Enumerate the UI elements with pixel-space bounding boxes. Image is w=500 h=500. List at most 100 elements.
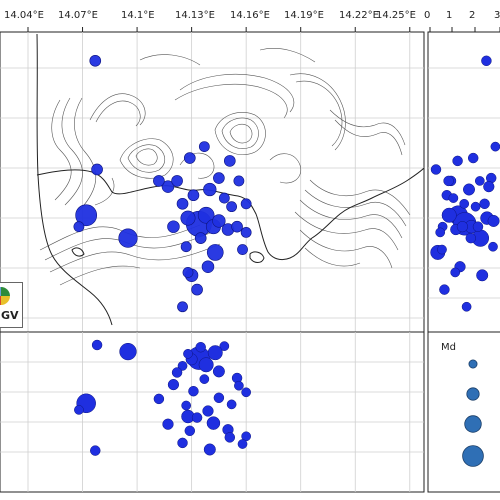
earthquake-event bbox=[118, 228, 138, 248]
legend-magnitude-circle bbox=[464, 415, 482, 433]
depth-event bbox=[490, 141, 500, 152]
depth-event bbox=[181, 400, 192, 411]
depth-event bbox=[435, 227, 446, 238]
legend-panel bbox=[427, 331, 500, 493]
depth-event bbox=[226, 399, 237, 410]
earthquake-event bbox=[75, 204, 98, 227]
depth-event bbox=[481, 55, 492, 67]
depth-event bbox=[177, 437, 188, 449]
depth-event bbox=[241, 387, 252, 398]
depth-event bbox=[450, 267, 461, 278]
legend-magnitude-circle bbox=[466, 387, 480, 401]
earthquake-event bbox=[226, 201, 238, 213]
earthquake-event bbox=[167, 220, 180, 233]
earthquake-event bbox=[212, 214, 226, 228]
earthquake-event bbox=[201, 260, 215, 273]
depth-event bbox=[452, 155, 463, 167]
contour-lines bbox=[39, 48, 411, 286]
earthquake-event bbox=[240, 198, 252, 210]
depth-event bbox=[207, 345, 223, 361]
earthquake-event bbox=[180, 210, 196, 226]
earthquake-event bbox=[194, 232, 207, 244]
depth-tick-label: 1 bbox=[446, 10, 453, 21]
lon-tick-label: 14.1°E bbox=[121, 10, 155, 21]
earthquake-event bbox=[171, 175, 183, 187]
earthquake-event bbox=[191, 283, 203, 296]
depth-event bbox=[448, 193, 459, 203]
earthquake-event bbox=[237, 244, 248, 255]
lon-tick-label: 14.22°E bbox=[339, 10, 379, 21]
lon-tick-label: 14.13°E bbox=[175, 10, 215, 21]
map-grid bbox=[0, 32, 424, 332]
depth-event bbox=[212, 365, 225, 378]
top-tick-marks bbox=[27, 27, 500, 32]
depth-event bbox=[198, 357, 214, 373]
depth-event bbox=[237, 439, 248, 449]
earthquake-event bbox=[180, 241, 192, 253]
earthquake-event bbox=[203, 182, 217, 197]
depth-tick-label: 3 bbox=[494, 10, 500, 21]
depth-event bbox=[203, 443, 216, 456]
lon-tick-label: 14.16°E bbox=[230, 10, 270, 21]
earthquake-event bbox=[182, 267, 194, 278]
depth-event bbox=[119, 342, 137, 361]
earthquake-event bbox=[231, 220, 243, 233]
earthquake-event bbox=[183, 152, 196, 164]
ingv-logo-text: GV bbox=[1, 309, 19, 322]
depth-event bbox=[467, 152, 479, 164]
earthquake-event bbox=[161, 180, 175, 193]
earthquake-event bbox=[198, 141, 210, 152]
depth-event bbox=[474, 176, 485, 186]
right-panel-events bbox=[430, 55, 500, 312]
depth-event bbox=[443, 175, 454, 187]
depth-event bbox=[171, 367, 183, 378]
earthquake-event bbox=[73, 221, 85, 233]
lon-tick-label: 14.25°E bbox=[376, 10, 416, 21]
depth-event bbox=[461, 301, 472, 312]
ingv-logo: GV bbox=[0, 282, 23, 328]
depth-event bbox=[74, 405, 84, 415]
depth-event bbox=[488, 241, 498, 252]
depth-event bbox=[153, 393, 165, 405]
earthquake-event bbox=[233, 175, 245, 187]
depth-event bbox=[463, 183, 475, 196]
lon-tick-label: 14.07°E bbox=[58, 10, 98, 21]
legend-circles bbox=[462, 359, 484, 467]
map-events bbox=[73, 54, 252, 313]
bottom-panel-events bbox=[74, 339, 252, 456]
depth-event bbox=[188, 385, 199, 397]
legend-magnitude-circle bbox=[462, 445, 484, 467]
depth-event bbox=[483, 181, 495, 193]
depth-event bbox=[184, 425, 196, 437]
depth-event bbox=[162, 418, 174, 430]
depth-event bbox=[430, 164, 442, 175]
earthquake-event bbox=[176, 197, 189, 210]
depth-event bbox=[224, 432, 236, 443]
map-panel bbox=[0, 31, 425, 333]
depth-event bbox=[234, 380, 244, 391]
depth-event bbox=[213, 392, 225, 404]
depth-event bbox=[479, 198, 490, 210]
depth-event bbox=[202, 405, 214, 417]
depth-event bbox=[167, 379, 180, 391]
depth-event bbox=[439, 284, 450, 295]
coastline bbox=[36, 33, 425, 326]
depth-event bbox=[191, 412, 203, 423]
depth-event bbox=[476, 269, 489, 282]
depth-event bbox=[465, 232, 477, 244]
earthquake-event bbox=[223, 155, 236, 167]
depth-event bbox=[472, 221, 484, 232]
earthquake-event bbox=[177, 301, 188, 313]
earthquake-event bbox=[206, 244, 224, 261]
depth-event bbox=[91, 339, 103, 351]
earthquake-event bbox=[197, 206, 215, 224]
depth-event bbox=[199, 374, 210, 384]
depth-event bbox=[437, 244, 447, 255]
depth-event bbox=[459, 198, 470, 209]
depth-event bbox=[470, 201, 481, 212]
depth-event bbox=[183, 348, 193, 359]
depth-tick-label: 2 bbox=[469, 10, 476, 21]
earthquake-event bbox=[240, 226, 252, 238]
depth-tick-label: 0 bbox=[424, 10, 431, 21]
